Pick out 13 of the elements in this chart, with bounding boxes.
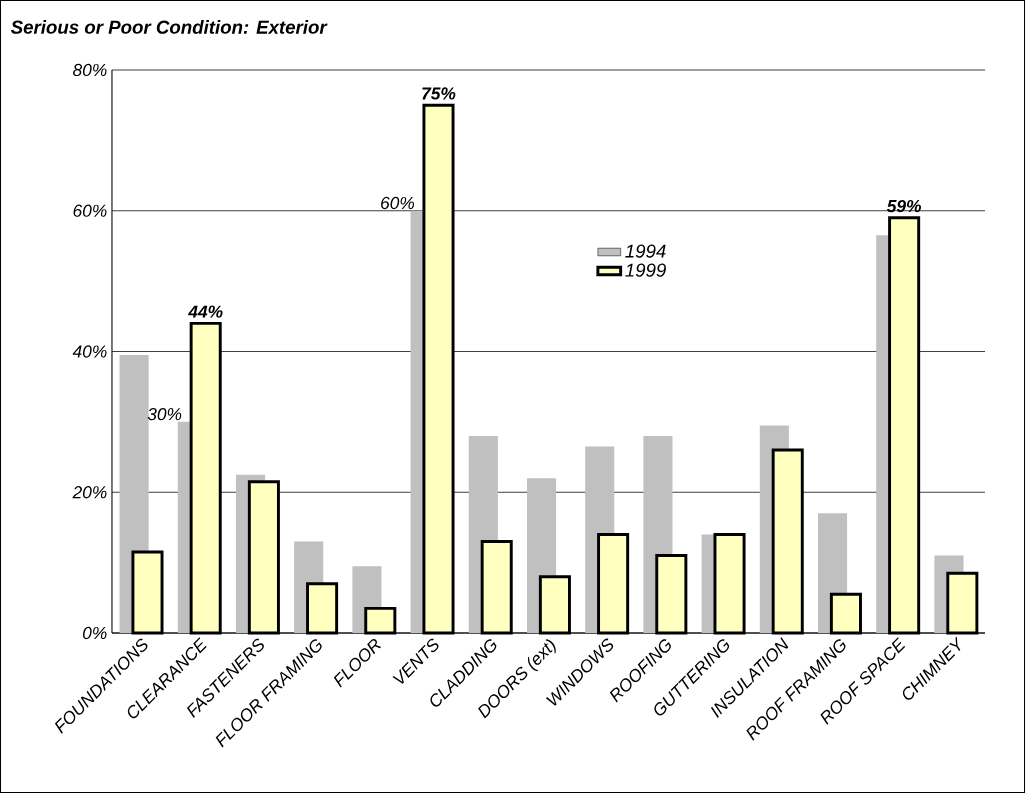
y-tick-label: 20% <box>72 486 107 499</box>
data-label: 59% <box>886 199 921 213</box>
y-tick-label: 40% <box>72 345 107 358</box>
legend-label: 1994 <box>625 244 666 258</box>
data-label: 30% <box>147 407 182 421</box>
chart-title: Serious or Poor Condition: Exterior <box>10 20 328 34</box>
data-label: 60% <box>381 196 415 210</box>
y-tick-label: 80% <box>73 63 107 77</box>
y-tick-label: 60% <box>73 204 107 217</box>
legend-label: 1999 <box>625 263 666 277</box>
y-tick-label: 0% <box>82 626 107 640</box>
data-label: 75% <box>422 87 456 100</box>
data-label: 44% <box>188 305 223 318</box>
